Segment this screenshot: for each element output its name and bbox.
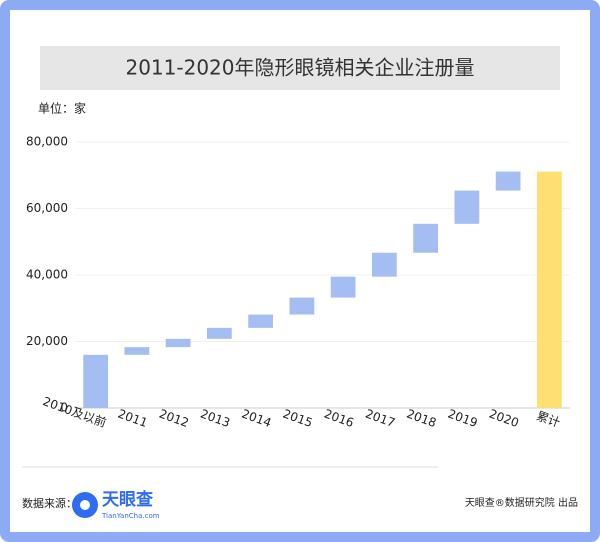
chart-title: 2011-2020年隐形眼镜相关企业注册量 xyxy=(125,56,474,80)
logo-text: 天眼查 xyxy=(102,489,154,510)
source-label: 数据来源： xyxy=(22,496,77,510)
y-tick-label: 0 xyxy=(60,401,68,415)
bar xyxy=(165,338,191,348)
logo-sub: TianYanCha.com xyxy=(101,512,160,520)
bar xyxy=(330,276,356,298)
bar xyxy=(207,327,232,339)
y-tick-label: 20,000 xyxy=(26,334,68,348)
bar xyxy=(124,347,150,355)
y-tick-label: 60,000 xyxy=(26,201,68,215)
unit-label: 单位：家 xyxy=(38,101,86,116)
bar xyxy=(495,171,521,191)
credit: 天眼查®数据研究院 出品 xyxy=(465,496,578,509)
title-box xyxy=(40,46,560,90)
bar xyxy=(413,223,438,253)
y-tick-label: 80,000 xyxy=(26,135,68,149)
bar xyxy=(248,314,273,328)
total-bar xyxy=(537,171,562,408)
bar xyxy=(454,190,480,224)
bar xyxy=(83,354,108,408)
y-tick-label: 40,000 xyxy=(26,268,68,282)
bar xyxy=(372,252,397,277)
logo-icon-dot xyxy=(80,500,90,510)
bar xyxy=(289,297,315,315)
